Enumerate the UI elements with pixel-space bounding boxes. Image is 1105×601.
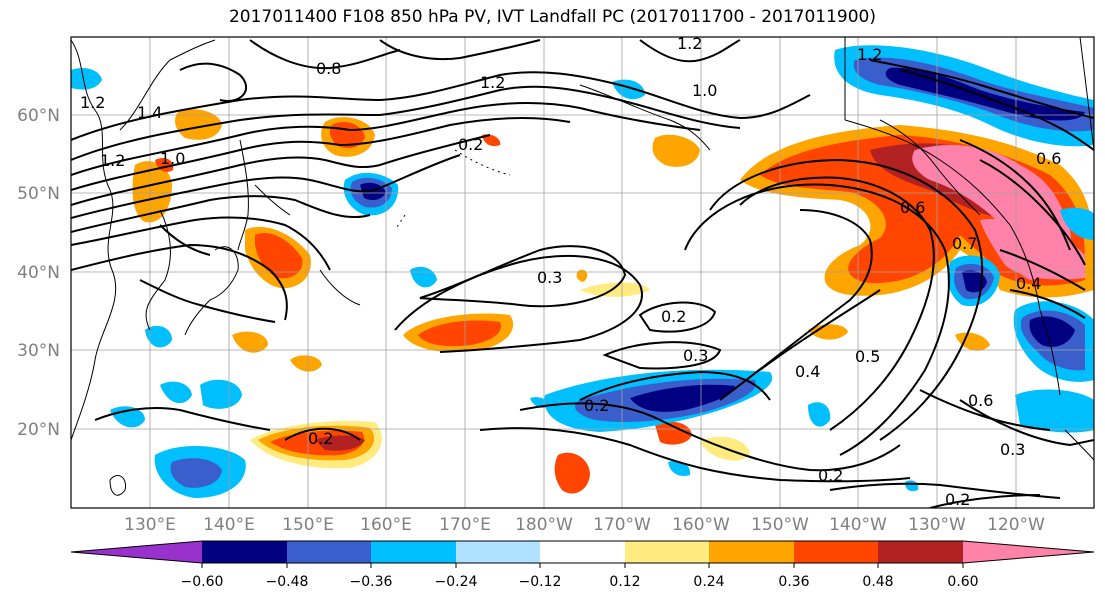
colorbar-tick: 0.36 — [778, 574, 809, 590]
lon-label: 130°W — [908, 515, 966, 535]
contour-label: 0.3 — [1000, 440, 1025, 459]
colorbar-tick: −0.12 — [519, 574, 562, 590]
colorbar-segment — [963, 541, 1094, 563]
lon-label: 180°W — [515, 515, 573, 535]
contour-label: 0.6 — [1036, 149, 1061, 168]
contour-label: 1.2 — [80, 93, 105, 112]
contour-label: 0.4 — [1016, 274, 1041, 293]
shaded-pv-field — [71, 45, 1094, 498]
colorbar-segment — [456, 541, 540, 563]
contour-label: 0.2 — [945, 490, 970, 509]
colorbar-segment — [794, 541, 878, 563]
lat-label: 40°N — [17, 263, 60, 283]
colorbar-tick: 0.24 — [693, 574, 724, 590]
latitude-labels: 60°N 50°N 40°N 30°N 20°N — [17, 106, 60, 440]
contour-label: 0.8 — [316, 59, 341, 78]
contour-label: 0.2 — [584, 396, 609, 415]
contour-label: 0.2 — [308, 429, 333, 448]
contour-label: 1.2 — [100, 151, 125, 170]
lon-label: 120°W — [987, 515, 1045, 535]
contour-label: 0.6 — [968, 391, 993, 410]
colorbar-segment — [625, 541, 709, 563]
colorbar-segment — [71, 541, 202, 563]
colorbar-tick: 0.12 — [609, 574, 640, 590]
lon-label: 160°E — [360, 515, 412, 535]
contours — [71, 39, 1094, 508]
contour-label: 0.7 — [952, 234, 977, 253]
map-title: 2017011400 F108 850 hPa PV, IVT Landfall… — [228, 7, 876, 27]
contour-label: 0.6 — [900, 198, 925, 217]
contour-label: 1.2 — [677, 34, 702, 53]
lon-label: 150°W — [751, 515, 809, 535]
contour-label: 0.2 — [818, 466, 843, 485]
contour-label: 0.3 — [683, 346, 708, 365]
lon-label: 140°W — [829, 515, 887, 535]
lat-label: 20°N — [17, 420, 60, 440]
lon-label: 140°E — [203, 515, 255, 535]
lon-label: 170°E — [439, 515, 491, 535]
contour-label: 0.3 — [537, 268, 562, 287]
lon-label: 130°E — [124, 515, 176, 535]
contour-label: 1.4 — [137, 103, 162, 122]
lon-label: 170°W — [593, 515, 651, 535]
graticule — [71, 37, 1094, 508]
colorbar-segment — [371, 541, 456, 563]
contour-label: 0.5 — [855, 347, 880, 366]
lon-label: 160°W — [672, 515, 730, 535]
contour-label: 1.2 — [857, 45, 882, 64]
colorbar-tick: −0.36 — [350, 574, 393, 590]
map-frame — [70, 36, 1095, 509]
contour-label: 1.0 — [692, 81, 717, 100]
colorbar-tick: −0.24 — [435, 574, 478, 590]
colorbar-tick: 0.48 — [862, 574, 893, 590]
lat-label: 50°N — [17, 184, 60, 204]
colorbar-segment — [878, 541, 963, 563]
colorbar-segment — [709, 541, 794, 563]
longitude-labels: 130°E 140°E 150°E 160°E 170°E 180°W 170°… — [124, 515, 1045, 535]
contour-label: 0.4 — [795, 362, 820, 381]
contour-label: 1.2 — [480, 73, 505, 92]
colorbar-ticks: −0.60 −0.48 −0.36 −0.24 −0.12 0.12 0.24 … — [181, 574, 979, 590]
coastlines — [71, 37, 1094, 496]
lat-label: 60°N — [17, 106, 60, 126]
contour-label: 1.0 — [160, 149, 185, 168]
colorbar-segment — [540, 541, 625, 563]
colorbar — [70, 540, 1095, 568]
colorbar-tick: −0.60 — [181, 574, 224, 590]
colorbar-tick: −0.48 — [266, 574, 309, 590]
contour-labels: 0.8 1.2 1.4 1.2 1.0 0.2 1.2 1.0 0.3 0.2 … — [80, 34, 1061, 509]
colorbar-segment — [287, 541, 371, 563]
colorbar-tick: 0.60 — [947, 574, 978, 590]
contour-label: 0.2 — [458, 135, 483, 154]
colorbar-segment — [202, 541, 287, 563]
lon-label: 150°E — [282, 515, 334, 535]
contour-label: 0.2 — [661, 307, 686, 326]
lat-label: 30°N — [17, 341, 60, 361]
